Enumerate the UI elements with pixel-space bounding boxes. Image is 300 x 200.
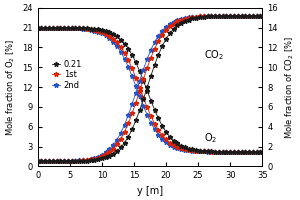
X-axis label: y [m]: y [m] <box>137 186 163 196</box>
Text: CO$_2$: CO$_2$ <box>204 48 224 62</box>
Text: O$_2$: O$_2$ <box>204 131 217 145</box>
Legend: 0.21, 1st, 2nd: 0.21, 1st, 2nd <box>49 56 85 93</box>
Y-axis label: Mole fraction of O$_2$ [%]: Mole fraction of O$_2$ [%] <box>4 38 17 136</box>
Y-axis label: Mole fraction of CO$_2$ [%]: Mole fraction of CO$_2$ [%] <box>283 36 296 139</box>
